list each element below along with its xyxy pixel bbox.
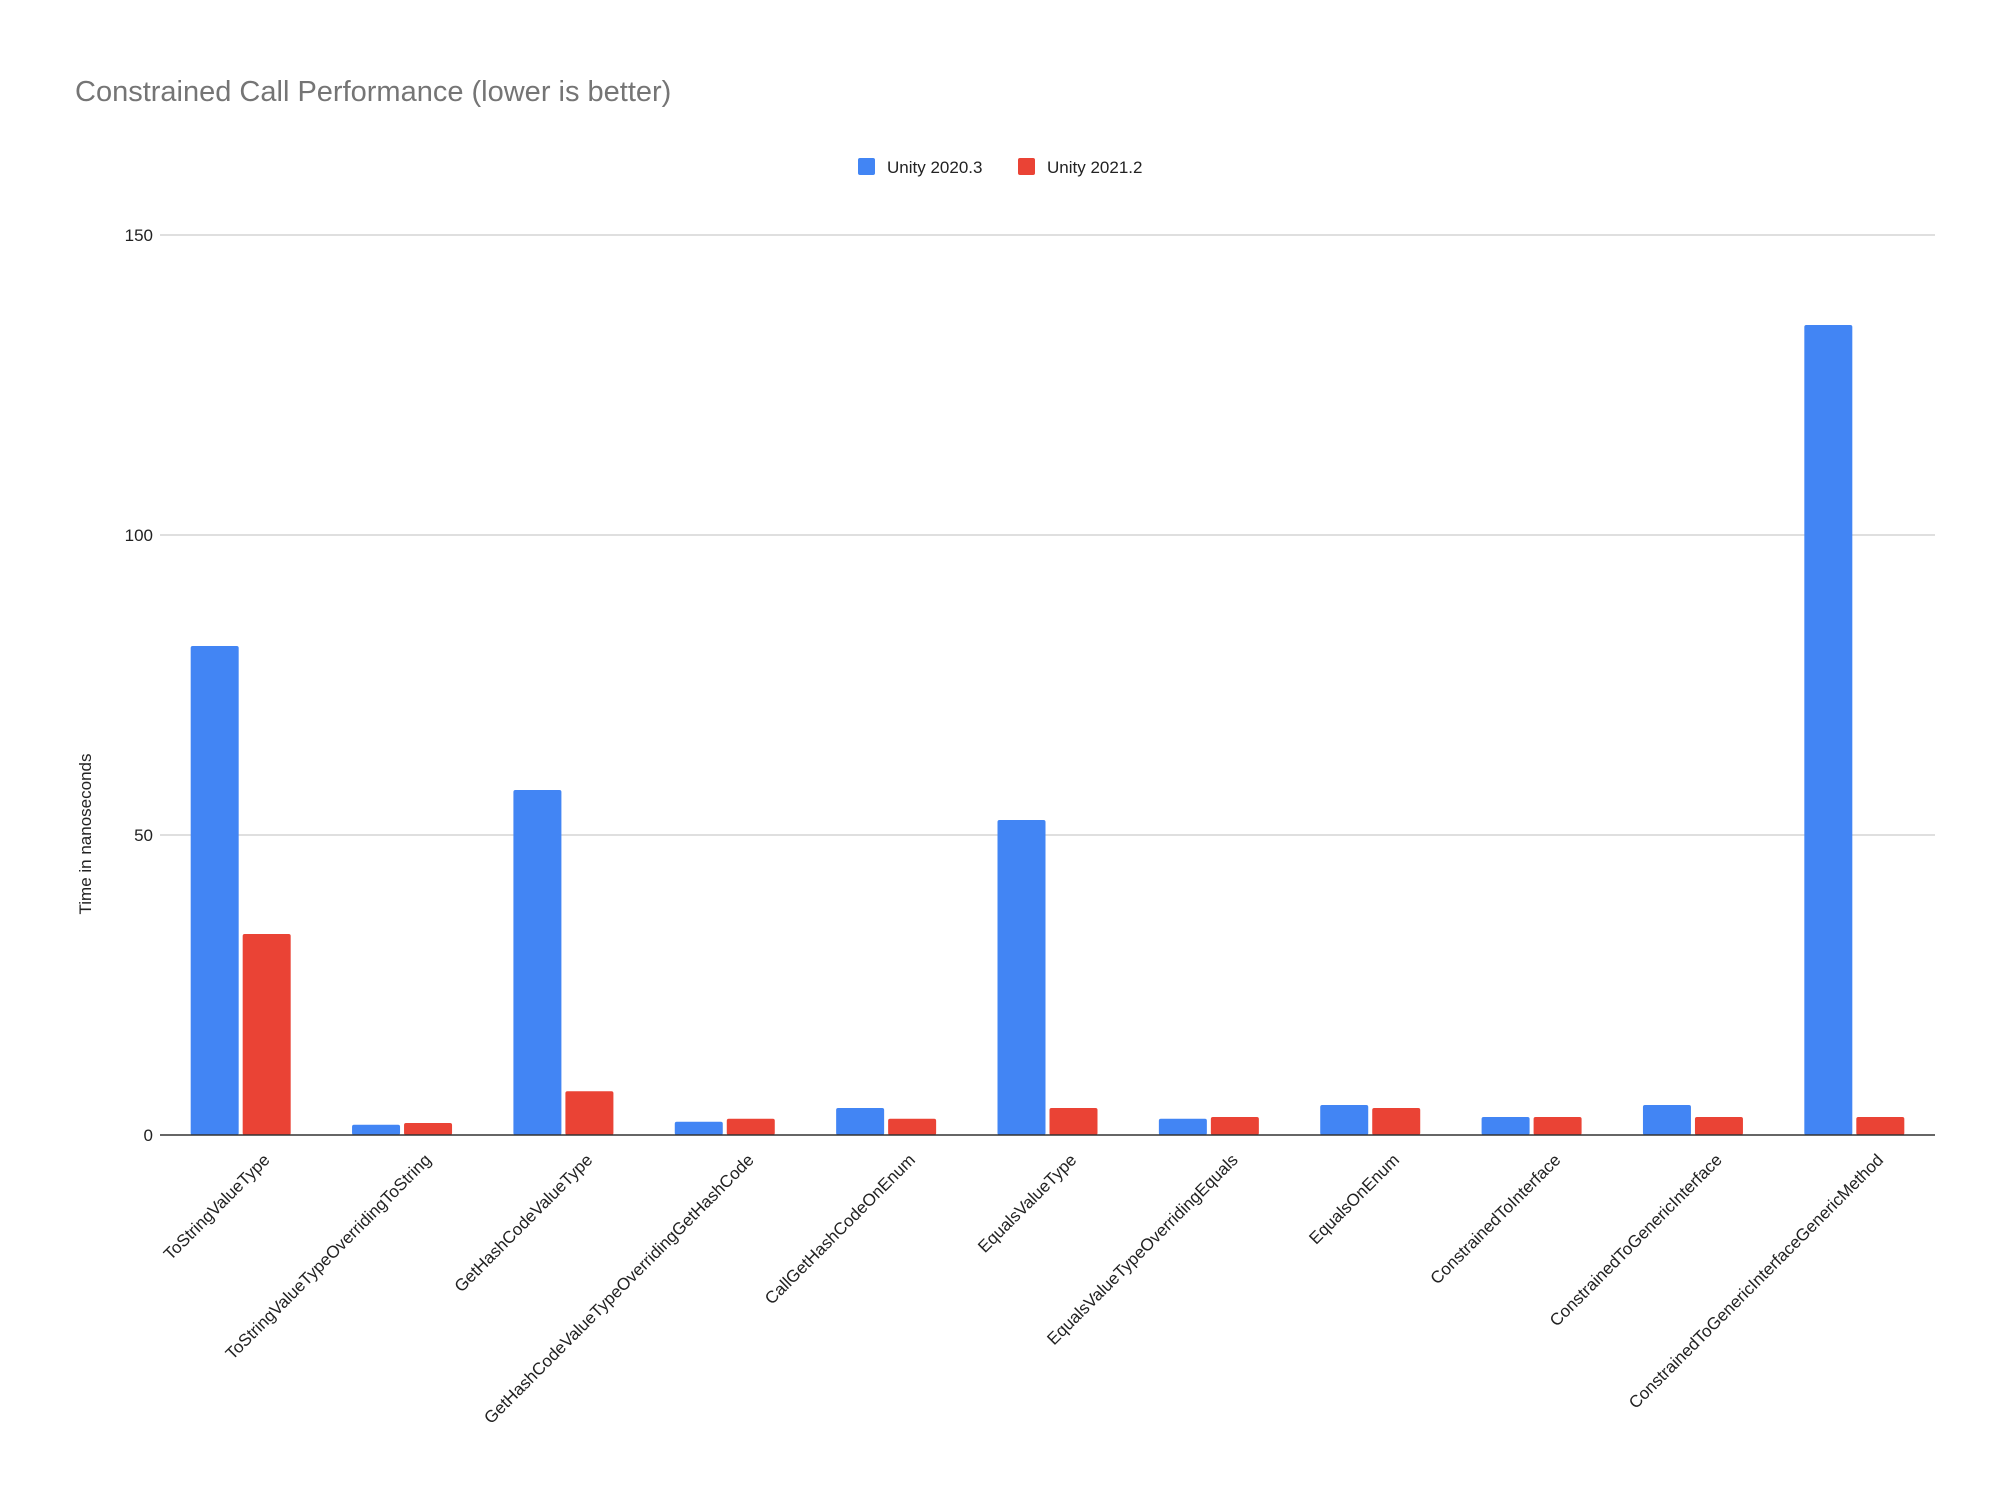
bar-unity-2020-3-4 [836,1108,885,1135]
x-tick-label: ConstrainedToGenericInterfaceGenericMeth… [1625,1150,1887,1412]
chart-title: Constrained Call Performance (lower is b… [75,76,671,108]
bar-unity-2020-3-6 [1158,1118,1207,1135]
legend-swatch-unity-2020-3 [858,158,875,175]
bar-unity-2021-2-5 [1049,1108,1098,1135]
x-tick-label: ToStringValueType [160,1150,273,1263]
x-tick-label: ConstrainedToGenericInterface [1546,1150,1726,1330]
bar-unity-2021-2-10 [1856,1117,1905,1135]
x-tick-label: ConstrainedToInterface [1427,1150,1565,1288]
bar-unity-2020-3-10 [1804,325,1853,1135]
y-axis-label: Time in nanoseconds [76,754,95,915]
y-tick-label: 50 [134,826,153,845]
x-tick-label: EqualsValueType [974,1150,1080,1256]
bar-unity-2020-3-0 [190,646,239,1135]
bar-unity-2021-2-1 [404,1123,453,1135]
bar-unity-2020-3-7 [1320,1105,1369,1135]
gridlines [160,234,1935,836]
bar-unity-2020-3-2 [513,790,562,1135]
y-tick-label: 0 [144,1126,153,1145]
bar-unity-2020-3-5 [997,820,1046,1135]
bar-unity-2021-2-9 [1694,1117,1743,1135]
y-tick-label: 100 [125,526,153,545]
bar-unity-2020-3-3 [674,1121,723,1135]
bar-unity-2021-2-4 [888,1118,937,1135]
bar-unity-2020-3-1 [352,1124,401,1135]
bar-unity-2021-2-0 [242,934,291,1135]
legend-swatch-unity-2021-2 [1018,158,1035,175]
y-axis-ticks: 0 50 100 150 [125,226,153,1145]
x-tick-label: CallGetHashCodeOnEnum [761,1150,919,1308]
x-tick-label: EqualsOnEnum [1305,1150,1403,1248]
bar-unity-2021-2-3 [726,1118,775,1135]
x-tick-label: EqualsValueTypeOverridingEquals [1043,1150,1241,1348]
bar-unity-2020-3-9 [1642,1105,1691,1135]
bar-unity-2021-2-6 [1210,1117,1259,1135]
bar-unity-2020-3-8 [1481,1117,1530,1135]
x-axis-ticks: ToStringValueTypeToStringValueTypeOverri… [160,1150,1887,1427]
x-tick-label: GetHashCodeValueType [451,1150,597,1296]
legend: Unity 2020.3 Unity 2021.2 [858,158,1142,177]
bar-unity-2021-2-2 [565,1091,614,1135]
bars [190,325,1905,1135]
bar-unity-2021-2-7 [1372,1108,1421,1135]
legend-label-unity-2020-3: Unity 2020.3 [887,158,982,177]
bar-unity-2021-2-8 [1533,1117,1582,1135]
x-tick-label: GetHashCodeValueTypeOverridingGetHashCod… [480,1150,757,1427]
y-tick-label: 150 [125,226,153,245]
legend-label-unity-2021-2: Unity 2021.2 [1047,158,1142,177]
